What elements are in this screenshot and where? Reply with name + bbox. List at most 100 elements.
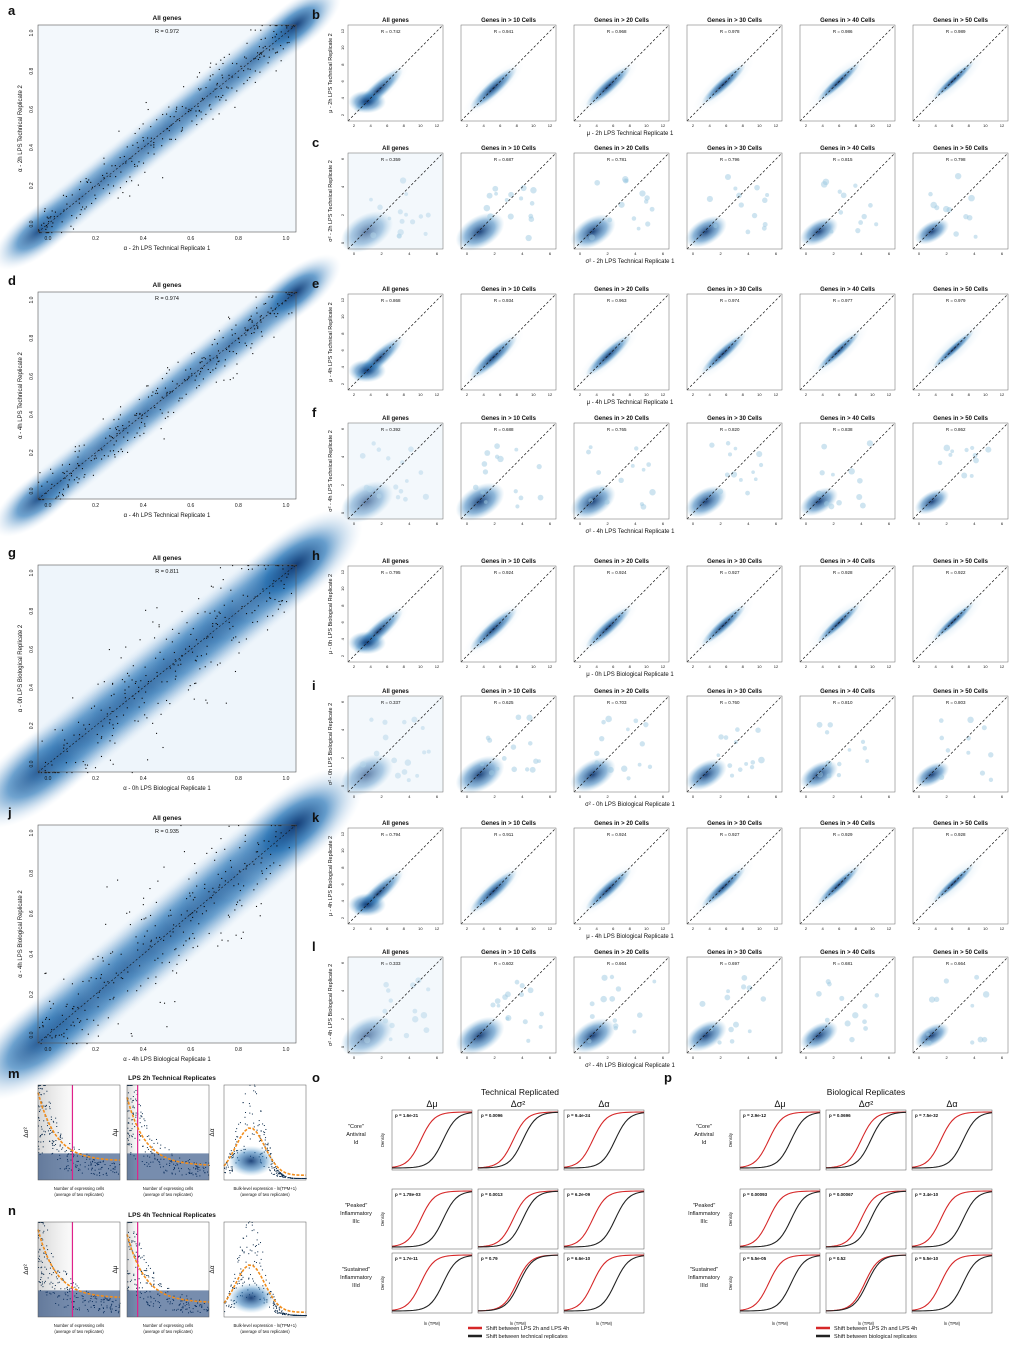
data-point	[121, 679, 123, 681]
p-value-label: p = 0.00093	[743, 1192, 768, 1197]
data-point	[224, 1167, 226, 1169]
data-point	[192, 933, 194, 935]
data-point	[129, 1272, 131, 1274]
data-point	[44, 1225, 46, 1227]
x-tick-label: 2	[833, 1055, 836, 1060]
identity-line	[37, 564, 297, 773]
data-point	[49, 1262, 51, 1264]
data-point	[201, 118, 203, 120]
data-point	[264, 37, 266, 39]
data-point	[229, 1306, 231, 1308]
data-point	[287, 36, 290, 38]
data-point	[486, 192, 493, 199]
correlation-label: R = 0.924	[607, 832, 627, 837]
data-point	[66, 1286, 68, 1288]
data-point	[295, 292, 298, 294]
data-point	[43, 222, 45, 224]
data-point	[245, 334, 247, 336]
data-point	[51, 1132, 53, 1134]
x-tick-label: 10	[418, 392, 423, 397]
data-point	[165, 699, 168, 702]
data-point	[63, 978, 65, 980]
y-tick-label: 0.4	[29, 951, 35, 958]
row-label: Id	[354, 1140, 359, 1146]
data-point	[153, 144, 155, 146]
data-point	[227, 87, 229, 89]
data-point	[198, 110, 200, 112]
data-point	[38, 1145, 40, 1147]
data-point	[127, 1272, 129, 1274]
data-point	[746, 985, 753, 991]
data-point	[284, 1176, 286, 1178]
data-point	[277, 1172, 279, 1174]
data-point	[199, 373, 201, 375]
y-tick-label: 12	[340, 569, 345, 574]
data-point	[637, 1012, 643, 1018]
x-axis-label: μ - 4h LPS Biological Replicate 1	[586, 934, 674, 940]
x-tick-label: 2	[833, 251, 836, 256]
data-point	[180, 825, 182, 827]
data-point	[84, 764, 86, 766]
x-tick-label: 10	[531, 123, 536, 128]
x-tick-label: 2	[579, 123, 582, 128]
x-axis-label: (average of two replicates)	[240, 1192, 290, 1197]
data-point	[128, 1273, 130, 1275]
data-point	[633, 718, 639, 724]
data-point	[241, 1271, 243, 1273]
data-point	[749, 764, 755, 770]
data-point	[110, 436, 112, 438]
x-tick-label: 12	[887, 392, 892, 397]
x-tick-label: 2	[720, 251, 723, 256]
data-point	[143, 897, 145, 899]
data-point	[65, 1274, 67, 1276]
data-point	[127, 1139, 129, 1141]
data-point	[709, 1027, 714, 1032]
data-point	[630, 463, 635, 468]
data-point	[138, 161, 140, 163]
correlation-label: R = 0.798	[946, 157, 966, 162]
x-tick-label: 12	[887, 123, 892, 128]
data-point	[49, 1035, 51, 1037]
data-point	[139, 435, 141, 437]
data-point	[43, 1093, 45, 1095]
data-point	[501, 756, 507, 761]
data-point	[80, 181, 82, 183]
data-point	[272, 295, 274, 297]
data-point	[236, 363, 238, 365]
data-point	[62, 194, 65, 196]
data-point	[253, 1090, 255, 1092]
plot-frame	[460, 956, 557, 1054]
data-point	[160, 713, 162, 715]
data-point	[138, 1255, 140, 1257]
data-point	[151, 1139, 153, 1141]
x-tick-label: 6	[436, 251, 439, 256]
data-point	[51, 1286, 53, 1288]
cloud-core	[800, 217, 838, 247]
y-tick-label: 0.2	[29, 182, 35, 189]
data-point	[140, 1271, 142, 1273]
x-tick-label: 6	[725, 123, 728, 128]
data-point	[504, 198, 509, 203]
data-point	[94, 767, 97, 769]
data-point	[167, 1287, 169, 1289]
data-point	[589, 1014, 595, 1019]
data-point	[192, 947, 194, 949]
data-point	[187, 689, 190, 691]
identity-line	[460, 827, 557, 925]
data-point	[97, 683, 99, 685]
x-tick-label: 0	[805, 794, 808, 799]
x-tick-label: 12	[435, 123, 440, 128]
data-point	[274, 1310, 276, 1312]
x-axis-label: ln (TPM)	[424, 1321, 441, 1326]
column-header: Δα	[946, 1099, 957, 1109]
data-point	[267, 62, 269, 64]
data-point	[61, 1014, 63, 1016]
subpanel-title: Genes in > 50 Cells	[933, 146, 989, 152]
scatter-points	[38, 292, 298, 501]
data-point	[254, 1252, 256, 1254]
data-point	[258, 1243, 260, 1245]
x-tick-label: 2	[494, 251, 497, 256]
x-tick-label: 6	[1001, 1055, 1004, 1060]
data-point	[215, 622, 217, 625]
